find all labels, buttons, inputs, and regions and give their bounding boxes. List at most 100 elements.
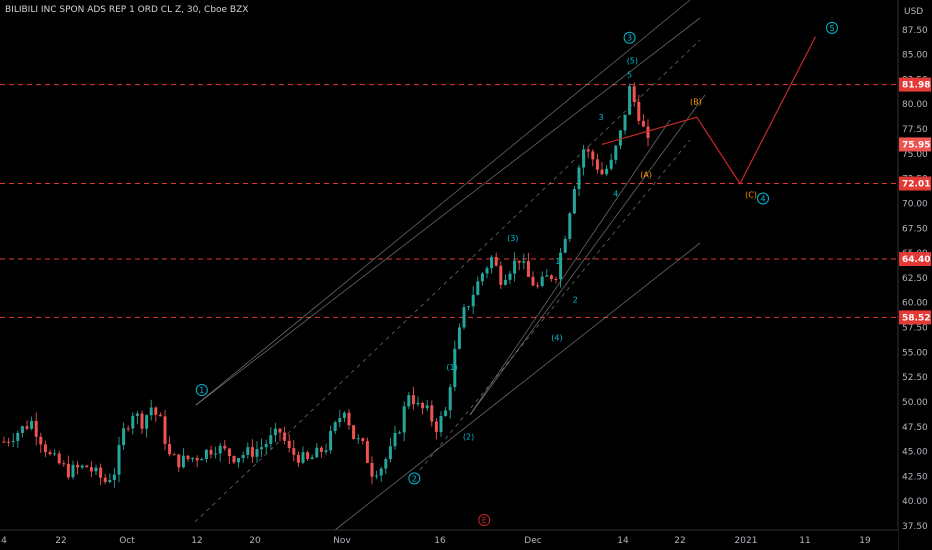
wave-marker [408, 472, 421, 485]
candle-body [379, 468, 383, 476]
candle-body [641, 120, 645, 127]
candle-body [540, 276, 544, 287]
candle-body [48, 452, 52, 455]
candle-body [467, 306, 471, 308]
wave-label: 5 [829, 24, 834, 33]
wave-marker [757, 192, 769, 205]
candle-body [94, 467, 98, 472]
candle-body [605, 168, 609, 175]
candle-body [632, 86, 636, 102]
candle-body [154, 407, 158, 415]
candle-body [62, 463, 66, 465]
candle-body [522, 261, 526, 263]
candle-body [172, 454, 176, 456]
candle-body [30, 420, 34, 429]
candle-body [582, 149, 586, 168]
candle-body [384, 459, 388, 469]
candle-body [393, 432, 397, 447]
candle-body [34, 420, 38, 437]
candle-body [191, 457, 195, 460]
candle-body [503, 279, 507, 285]
candle-body [66, 463, 70, 478]
candle-body [39, 436, 43, 445]
price-tick: 37.50 [902, 522, 928, 532]
wave-label: 4 [613, 190, 618, 199]
price-tick: 47.50 [902, 423, 928, 433]
candle-body [223, 445, 227, 449]
candle-body [306, 452, 310, 460]
candle-body [186, 455, 190, 460]
candle-body [43, 444, 47, 453]
level-tag-label: 72.01 [902, 180, 930, 190]
channel-line [469, 94, 706, 416]
level-tag [899, 310, 931, 325]
price-tick: 67.50 [902, 224, 928, 234]
time-tick: 4 [1, 536, 7, 546]
candle-body [209, 449, 213, 455]
candle-body [232, 456, 236, 463]
candle-body [361, 438, 365, 442]
candle-body [283, 432, 287, 441]
candle-body [444, 410, 448, 416]
candle-body [163, 416, 167, 444]
candle-body [646, 126, 650, 138]
time-tick: 22 [55, 536, 66, 546]
candle-body [480, 273, 484, 282]
candle-body [623, 114, 627, 131]
candle-body [457, 327, 461, 349]
candle-body [577, 167, 581, 190]
time-axis[interactable]: 4 22 Oct 12 20 Nov 16 Dec 14 22 2021 11 19 [0, 529, 898, 550]
candle-body [145, 415, 149, 429]
channel-midline [419, 139, 691, 471]
candle-body [53, 453, 57, 455]
price-tick: 80.00 [902, 100, 928, 110]
level-tag [899, 252, 931, 267]
candle-body [181, 455, 185, 468]
candle-body [559, 252, 563, 280]
candle-body [122, 428, 126, 446]
wave-label: (3) [507, 234, 518, 243]
candle-body [278, 428, 282, 433]
wave-marker [195, 384, 208, 397]
candle-body [375, 475, 379, 477]
price-axis[interactable]: USD 37.50 40.00 42.50 45.00 47.50 50.00 52.50 55… [897, 0, 932, 550]
channel-midline [194, 39, 701, 523]
candle-body [402, 406, 406, 433]
level-tag-label: 64.40 [902, 255, 930, 265]
wave-label: (4) [551, 333, 562, 342]
candle-body [329, 431, 333, 451]
candle-body [411, 395, 415, 405]
candle-body [2, 441, 6, 443]
candle-body [214, 453, 218, 455]
time-tick: 11 [799, 536, 810, 546]
price-tick: 87.50 [902, 26, 928, 36]
candle-body [296, 454, 300, 463]
price-tick: 70.00 [902, 199, 928, 209]
wave-label: 1 [199, 386, 204, 395]
candle-body [425, 405, 429, 409]
candle-body [453, 348, 457, 388]
candle-body [227, 448, 231, 457]
channel-line [195, 0, 691, 406]
candle-body [370, 462, 374, 477]
wave-label: 4 [760, 195, 765, 204]
candle-body [600, 169, 604, 175]
trend-channels [194, 0, 706, 531]
price-tick: 60.00 [902, 299, 928, 309]
candle-body [536, 285, 540, 287]
price-tick: 55.00 [902, 348, 928, 358]
wave-marker [826, 21, 838, 34]
price-tick: 57.50 [902, 324, 928, 334]
candle-body [338, 417, 342, 423]
wave-label: (1) [446, 363, 457, 372]
candle-body [204, 449, 208, 460]
time-tick: 20 [249, 536, 261, 546]
candle-body [430, 405, 434, 422]
candle-body [365, 441, 369, 463]
candle-body [324, 450, 328, 452]
candle-body [200, 459, 204, 461]
candle-body [342, 412, 346, 418]
price-tick: 40.00 [902, 497, 928, 507]
candle-body [494, 257, 498, 266]
